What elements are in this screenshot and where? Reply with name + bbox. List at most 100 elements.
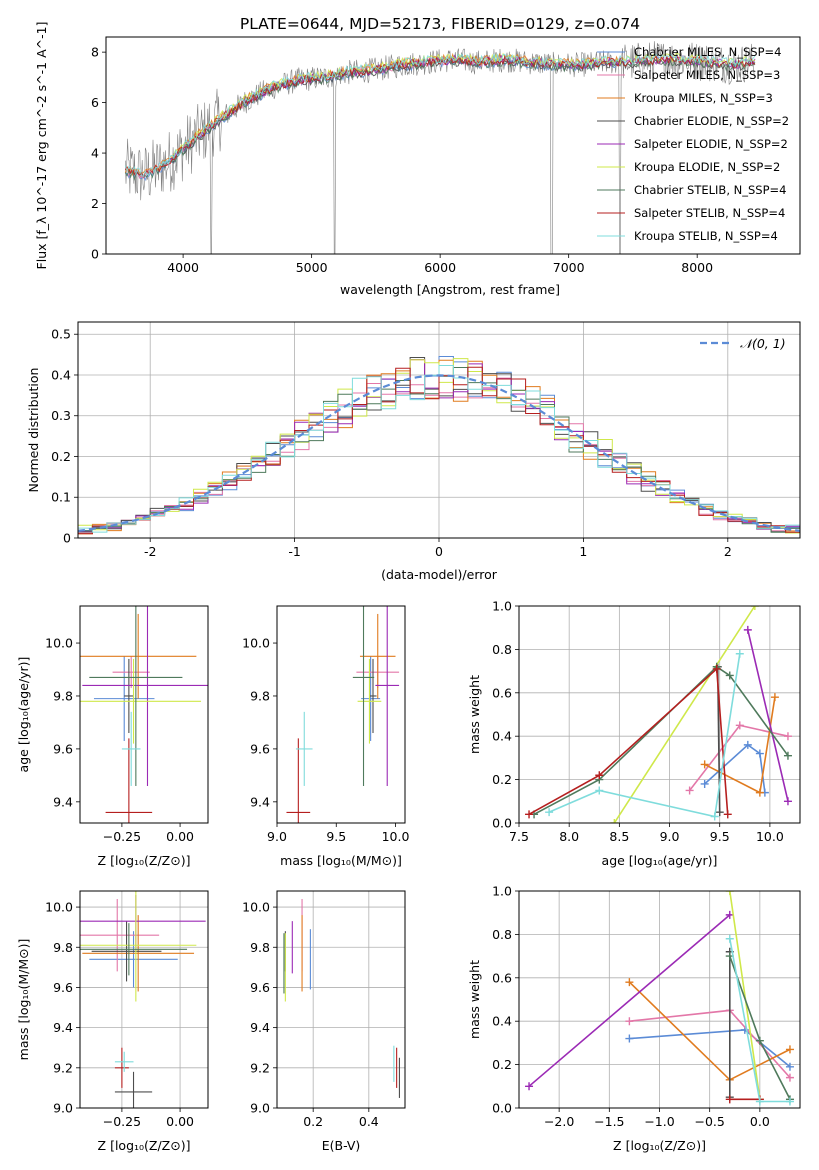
- residual-histograms: [78, 356, 800, 535]
- y-tick-label: 10.0: [242, 636, 270, 651]
- x-tick-label: 9.0: [660, 829, 680, 844]
- gaussian-line: [78, 374, 800, 532]
- x-tick-label: −1.0: [644, 1114, 674, 1129]
- plot-frame: [79, 605, 209, 824]
- x-tick-label: 5000: [296, 260, 328, 275]
- weight-marker-kroupa-miles: [770, 693, 779, 702]
- x-axis-label: wavelength [Angstrom, rest frame]: [340, 282, 560, 297]
- weight-marker-chabrier-stelib: [725, 671, 734, 680]
- weight-marker-salpeter-miles: [735, 721, 744, 730]
- weight-line-kroupa-stelib: [548, 653, 741, 818]
- residuals-panel: -2 -1 0 1 2 0 0.1 0.2 0.3 0.4 0.5 𝒩(0, 1) (data-mode…: [26, 321, 801, 582]
- plot-frame: [518, 605, 801, 824]
- weight-marker-chabrier-elodie: [715, 808, 724, 817]
- legend-label-chabrier-miles: Chabrier MILES, N_SSP=4: [634, 45, 781, 59]
- x-axis-label: Z [log₁₀(Z/Z⊙)]: [98, 1138, 191, 1153]
- x-tick-label: −2.0: [544, 1114, 574, 1129]
- y-tick-label: 8: [91, 45, 99, 60]
- y-tick-label: 6: [91, 95, 99, 110]
- plot-frame: [518, 890, 801, 1109]
- y-tick-label: 0.4: [492, 1014, 512, 1029]
- y-axis-label: mass weight: [467, 675, 482, 754]
- x-tick-label: 0.2: [303, 1114, 323, 1129]
- weight-marker-salpeter-elodie: [725, 910, 734, 919]
- x-axis-label: Z [log₁₀(Z/Z⊙)]: [613, 1138, 706, 1153]
- model-line-chabrier-miles: [125, 57, 621, 182]
- legend-label-chabrier-stelib: Chabrier STELIB, N_SSP=4: [634, 183, 786, 197]
- y-tick-label: 0.4: [51, 367, 71, 382]
- x-tick-label: 0.0: [750, 1114, 770, 1129]
- y-axis-label: mass [log₁₀(M/M⊙)]: [16, 939, 31, 1061]
- weight-line-kroupa-miles: [704, 696, 776, 794]
- y-tick-label: 0.5: [51, 327, 71, 342]
- weight-marker-chabrier-miles: [785, 1062, 794, 1071]
- weight-marker-kroupa-stelib: [545, 808, 554, 817]
- weight-lines: [525, 606, 792, 823]
- mass-vs-Z-panel: −0.25 0.00 9.0 9.2 9.4 9.6 9.8 10.0 Z [log₁₀(Z/Z…: [16, 890, 209, 1153]
- x-tick-label: 4000: [167, 260, 199, 275]
- y-tick-label: 2: [91, 196, 99, 211]
- y-tick-label: 9.8: [53, 688, 73, 703]
- legend-label-salpeter-elodie: Salpeter ELODIE, N_SSP=2: [634, 137, 788, 151]
- y-tick-label: 9.8: [250, 940, 270, 955]
- weight-marker-salpeter-stelib: [525, 810, 534, 819]
- x-tick-label: -1: [288, 544, 300, 559]
- legend-label-chabrier-elodie: Chabrier ELODIE, N_SSP=2: [634, 114, 789, 128]
- error-bars: [283, 899, 400, 1098]
- y-tick-label: 0.6: [492, 685, 512, 700]
- y-axis-label: age [log₁₀(age/yr)]: [16, 657, 31, 773]
- y-tick-label: 10.0: [242, 900, 270, 915]
- model-line-kroupa-stelib: [124, 53, 756, 178]
- y-tick-label: 9.6: [250, 741, 270, 756]
- legend-label-salpeter-stelib: Salpeter STELIB, N_SSP=4: [634, 206, 785, 220]
- x-tick-label: 9.0: [267, 829, 287, 844]
- x-tick-label: 0.00: [166, 829, 194, 844]
- y-tick-label: 0.1: [51, 490, 71, 505]
- x-tick-label: 9.5: [326, 829, 346, 844]
- error-bars: [286, 606, 400, 823]
- x-axis-label: mass [log₁₀(M/M⊙)]: [280, 853, 402, 868]
- legend-label-salpeter-miles: Salpeter MILES, N_SSP=3: [634, 68, 780, 82]
- figure-title: PLATE=0644, MJD=52173, FIBERID=0129, z=0…: [240, 15, 640, 33]
- y-tick-label: 9.0: [250, 1101, 270, 1116]
- weight-marker-kroupa-elodie: [610, 819, 619, 823]
- y-tick-label: 9.8: [250, 688, 270, 703]
- y-tick-label: 9.6: [53, 741, 73, 756]
- y-tick-label: 9.8: [53, 940, 73, 955]
- x-tick-label: -2: [144, 544, 156, 559]
- x-tick-label: 7000: [553, 260, 585, 275]
- weight-marker-salpeter-stelib: [723, 810, 732, 819]
- weight-line-salpeter-elodie: [747, 629, 789, 802]
- y-axis-label: Normed distribution: [26, 368, 41, 493]
- y-tick-label: 9.2: [250, 1060, 270, 1075]
- y-tick-label: 0.8: [492, 927, 512, 942]
- weight-marker-chabrier-miles: [755, 749, 764, 758]
- error-bars: [80, 606, 208, 823]
- x-tick-label: −1.5: [594, 1114, 624, 1129]
- weight-marker-salpeter-elodie: [783, 797, 792, 806]
- y-tick-label: 0.3: [51, 408, 71, 423]
- plot-frame: [77, 321, 801, 539]
- weight-marker-chabrier-miles: [625, 1034, 634, 1043]
- age-vs-Z-panel: −0.25 0.00 9.4 9.6 9.8 10.0 Z [log₁₀(Z/Z⊙)] age…: [16, 605, 209, 868]
- weight-marker-kroupa-stelib: [710, 812, 719, 821]
- weight-marker-kroupa-miles: [785, 1045, 794, 1054]
- weight-marker-salpeter-miles: [625, 1017, 634, 1026]
- y-tick-label: 0: [63, 531, 71, 546]
- weight-marker-chabrier-stelib: [755, 1036, 764, 1045]
- y-tick-label: 10.0: [45, 900, 73, 915]
- x-tick-label: −0.25: [103, 1114, 141, 1129]
- x-tick-label: 9.5: [710, 829, 730, 844]
- age-vs-mass-panel: 9.0 9.5 10.0 9.4 9.6 9.8 10.0 mass [log₁₀(M/M⊙)…: [242, 605, 409, 868]
- weight-marker-chabrier-stelib: [783, 751, 792, 760]
- weight-marker-salpeter-elodie: [525, 1082, 534, 1091]
- y-tick-label: 9.0: [53, 1101, 73, 1116]
- weight-line-kroupa-elodie: [613, 606, 756, 823]
- legend-label-kroupa-stelib: Kroupa STELIB, N_SSP=4: [634, 229, 778, 243]
- spectrum-lines: [124, 41, 756, 254]
- weight-marker-salpeter-miles: [785, 1073, 794, 1082]
- weight-line-salpeter-stelib: [528, 667, 729, 815]
- legend-label-gaussian: 𝒩(0, 1): [740, 336, 786, 351]
- x-axis-label: age [log₁₀(age/yr)]: [602, 853, 718, 868]
- x-axis-label: E(B-V): [322, 1138, 361, 1153]
